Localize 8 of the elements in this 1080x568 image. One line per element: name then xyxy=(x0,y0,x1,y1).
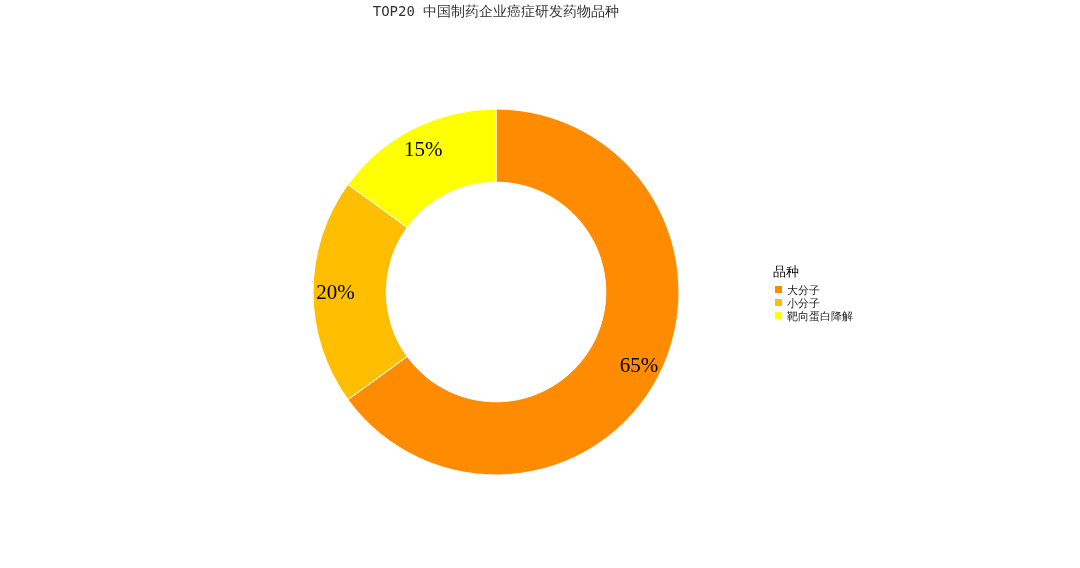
legend-label: 大分子 xyxy=(787,284,820,296)
data-label: 20% xyxy=(316,280,355,304)
data-label: 15% xyxy=(403,137,443,162)
legend-label: 靶向蛋白降解 xyxy=(787,310,853,322)
legend-title: 品种 xyxy=(773,264,799,279)
data-label: 65% xyxy=(619,352,659,377)
chart-title: TOP20 中国制药企业癌症研发药物品种 xyxy=(372,3,620,19)
legend-label: 小分子 xyxy=(787,297,820,309)
